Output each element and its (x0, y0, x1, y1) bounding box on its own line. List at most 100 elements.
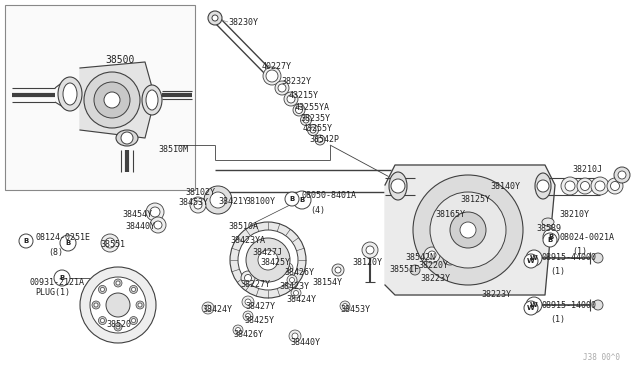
Text: 38423Y: 38423Y (279, 282, 309, 291)
Circle shape (132, 288, 136, 291)
Text: W: W (527, 305, 535, 311)
Text: 38100Y: 38100Y (245, 197, 275, 206)
Circle shape (150, 207, 160, 217)
Circle shape (301, 115, 312, 125)
Circle shape (116, 281, 120, 285)
Circle shape (285, 192, 299, 206)
Polygon shape (385, 165, 555, 295)
Circle shape (136, 301, 144, 309)
Text: 38424Y: 38424Y (202, 305, 232, 314)
Circle shape (611, 182, 620, 190)
Text: 00931-2121A: 00931-2121A (30, 278, 85, 287)
Circle shape (524, 254, 538, 268)
Circle shape (342, 304, 348, 308)
Circle shape (154, 221, 162, 229)
Text: B: B (547, 237, 552, 243)
Ellipse shape (146, 90, 158, 110)
Circle shape (194, 201, 202, 209)
Circle shape (537, 180, 549, 192)
Circle shape (430, 192, 506, 268)
Text: W: W (530, 255, 538, 261)
Text: 08124-0251E: 08124-0251E (36, 234, 91, 243)
Circle shape (296, 106, 303, 113)
Text: B: B (300, 197, 305, 203)
Text: 40227Y: 40227Y (262, 62, 292, 71)
Text: W: W (530, 302, 538, 308)
Circle shape (246, 314, 250, 318)
Text: (1): (1) (550, 267, 565, 276)
Circle shape (293, 104, 305, 116)
Ellipse shape (63, 83, 77, 105)
Circle shape (90, 277, 146, 333)
Circle shape (92, 301, 100, 309)
Circle shape (230, 222, 306, 298)
Text: 38454Y: 38454Y (122, 210, 152, 219)
Circle shape (291, 288, 301, 298)
Text: 38425Y: 38425Y (244, 316, 274, 325)
Text: 38425Y: 38425Y (260, 258, 290, 267)
Circle shape (362, 242, 378, 258)
Text: 38235Y: 38235Y (300, 114, 330, 123)
Ellipse shape (535, 173, 551, 199)
Circle shape (285, 266, 291, 270)
Circle shape (84, 72, 140, 128)
Circle shape (100, 288, 104, 291)
Text: 38230Y: 38230Y (228, 18, 258, 27)
Circle shape (104, 92, 120, 108)
Text: 38421Y: 38421Y (218, 197, 248, 206)
Text: (1): (1) (572, 247, 587, 256)
Circle shape (428, 251, 436, 259)
Circle shape (138, 303, 142, 307)
Circle shape (450, 212, 486, 248)
Circle shape (212, 15, 218, 21)
Circle shape (289, 278, 294, 282)
Circle shape (595, 181, 605, 191)
Text: B: B (289, 196, 294, 202)
Circle shape (424, 247, 440, 263)
Circle shape (54, 270, 70, 286)
Text: 38102Y: 38102Y (185, 188, 215, 197)
Ellipse shape (389, 172, 407, 200)
Circle shape (190, 197, 206, 213)
Circle shape (524, 301, 538, 315)
Circle shape (208, 11, 222, 25)
Text: 38551: 38551 (100, 240, 125, 249)
Text: 38551F: 38551F (389, 265, 419, 274)
Circle shape (132, 318, 136, 323)
Text: B: B (65, 240, 70, 246)
Text: 38510M: 38510M (158, 145, 188, 154)
Circle shape (315, 135, 325, 145)
Circle shape (60, 235, 76, 251)
Circle shape (105, 238, 115, 248)
Circle shape (607, 178, 623, 194)
Text: 38232Y: 38232Y (281, 77, 311, 86)
Circle shape (244, 275, 252, 282)
Text: 08050-8401A: 08050-8401A (302, 192, 357, 201)
Text: 38426Y: 38426Y (284, 268, 314, 277)
Ellipse shape (142, 85, 162, 115)
Circle shape (303, 117, 309, 123)
Circle shape (543, 233, 557, 247)
Circle shape (245, 299, 251, 305)
Circle shape (618, 171, 626, 179)
Circle shape (275, 81, 289, 95)
Text: 08915-14000: 08915-14000 (541, 301, 596, 310)
Circle shape (292, 333, 298, 339)
Circle shape (307, 125, 319, 135)
Circle shape (150, 217, 166, 233)
Circle shape (19, 234, 33, 248)
Circle shape (146, 203, 164, 221)
Text: 43255Y: 43255Y (303, 124, 333, 133)
Circle shape (258, 250, 278, 270)
Circle shape (294, 291, 298, 295)
Circle shape (242, 296, 254, 308)
Text: B: B (548, 234, 554, 240)
Circle shape (287, 95, 295, 103)
Text: 38210J: 38210J (572, 165, 602, 174)
Text: 43255YA: 43255YA (295, 103, 330, 112)
Circle shape (526, 297, 542, 313)
Text: J38 00^0: J38 00^0 (583, 353, 620, 362)
Text: 38227Y: 38227Y (240, 280, 270, 289)
Text: 38125Y: 38125Y (460, 195, 490, 204)
Text: B: B (24, 238, 29, 244)
